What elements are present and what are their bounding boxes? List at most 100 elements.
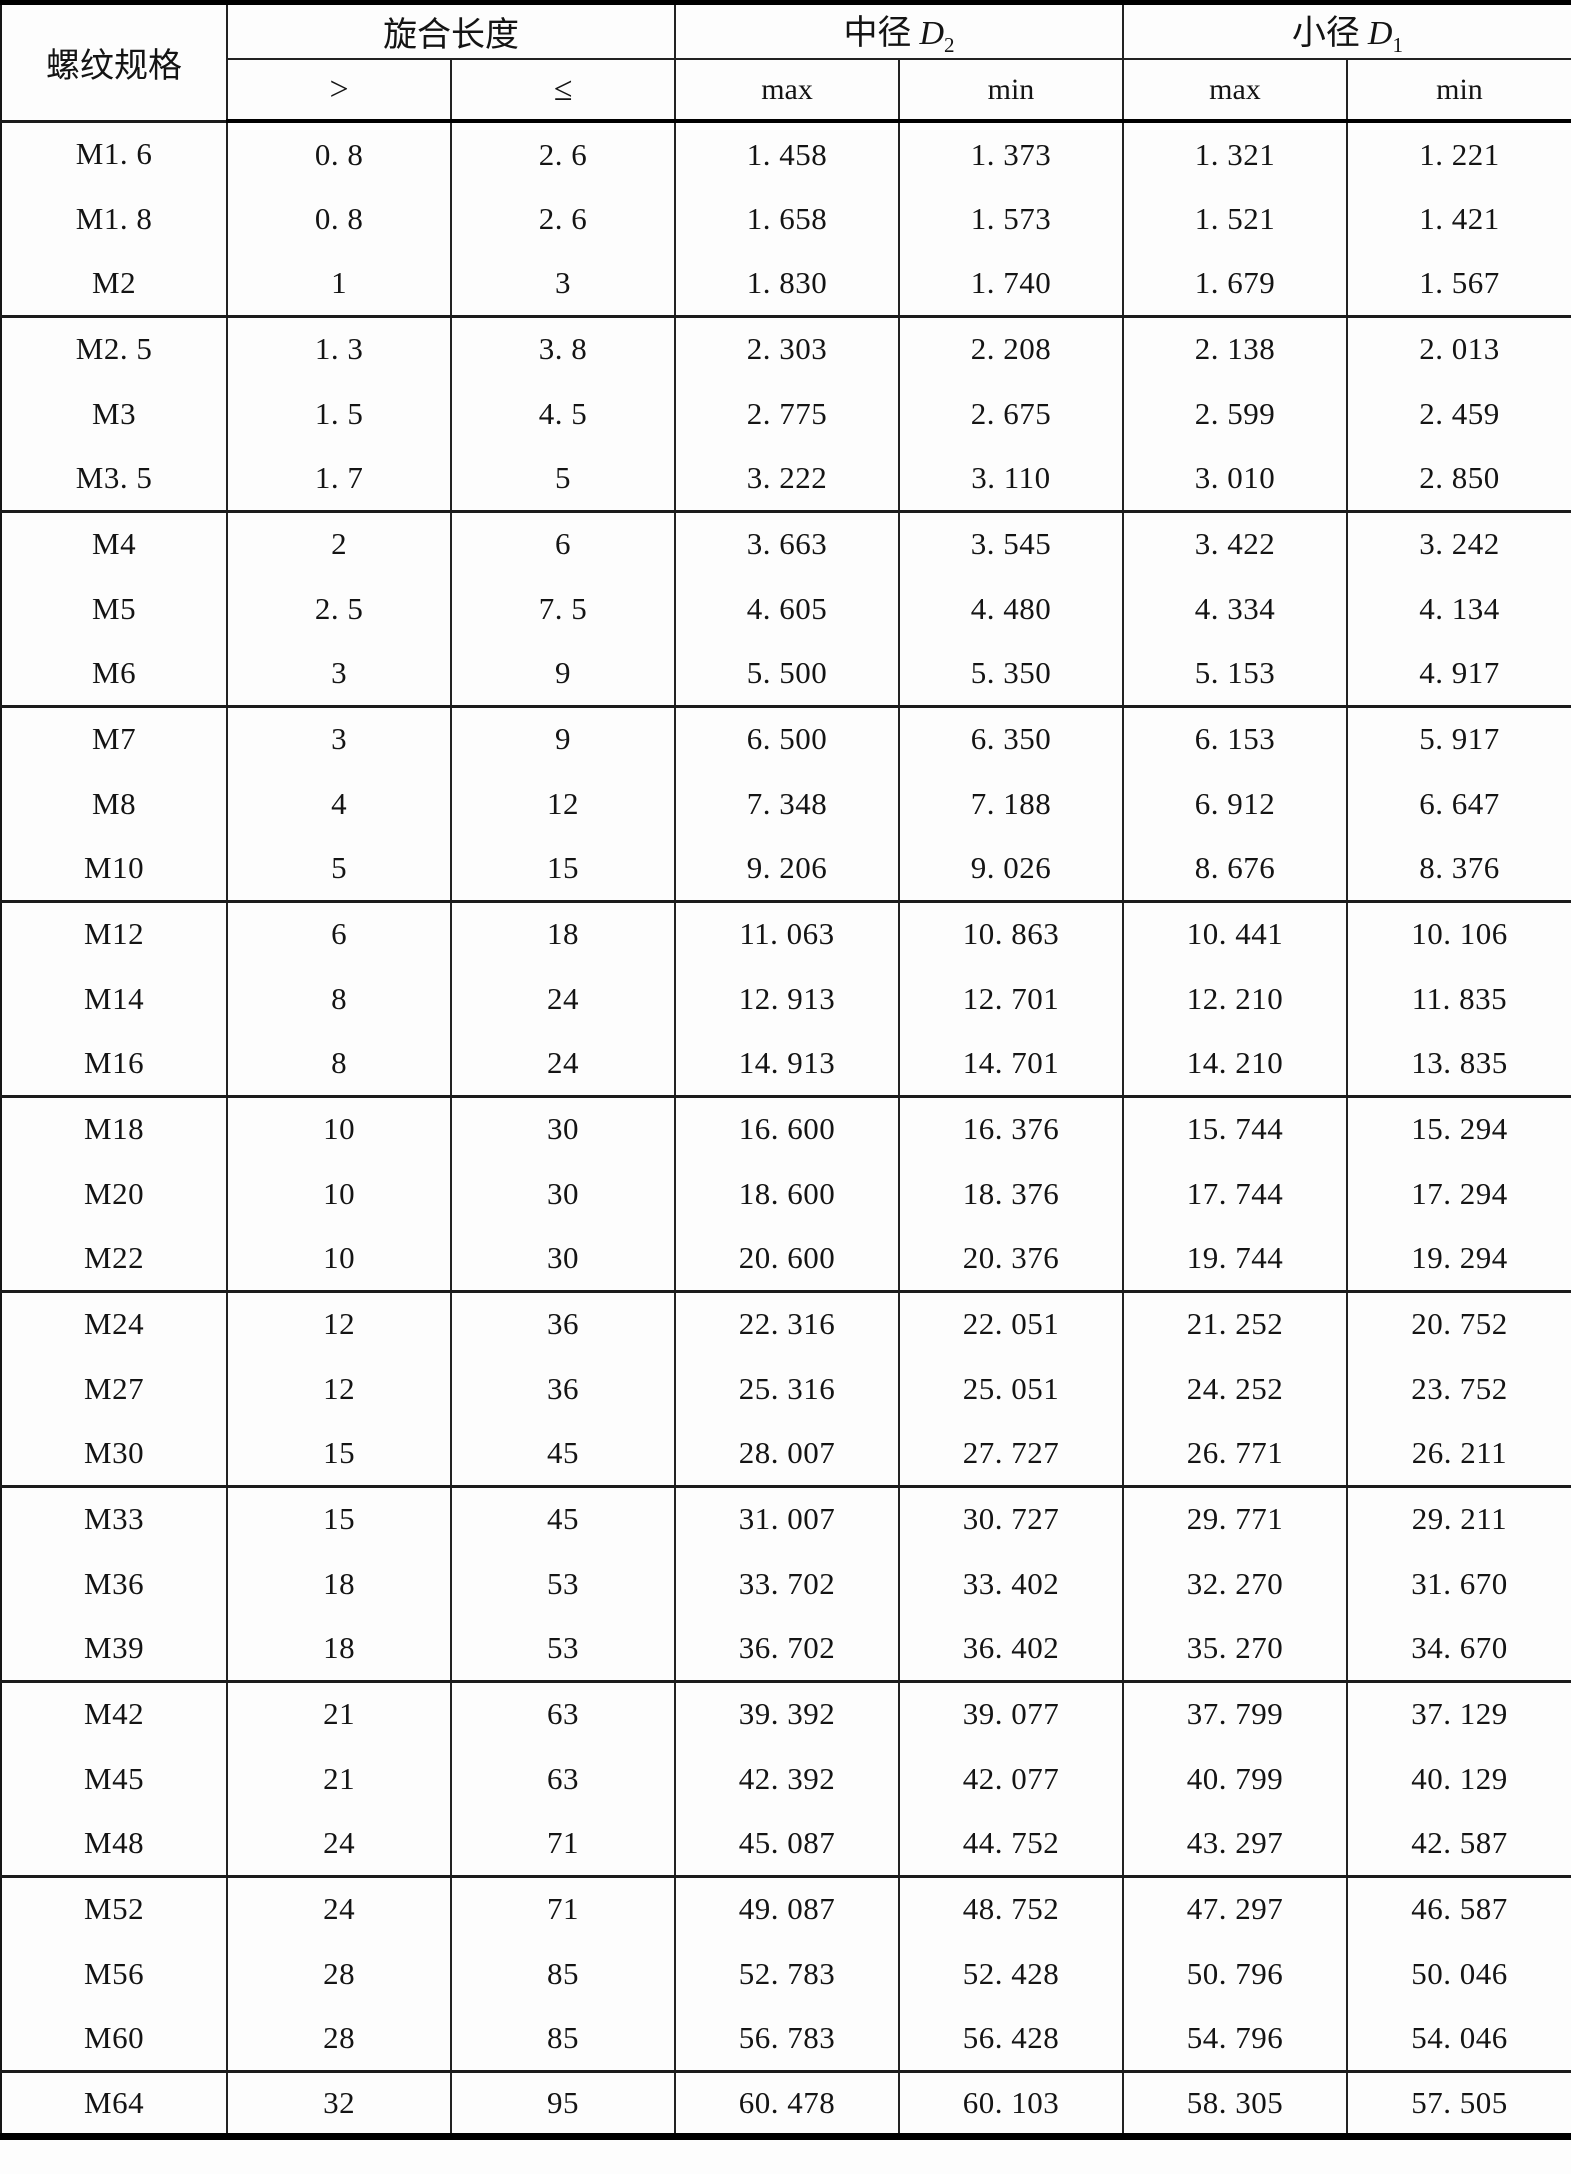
cell-d1_min: 57. 505 bbox=[1345, 2071, 1571, 2136]
cell-engagement_gt: 4 bbox=[226, 771, 452, 836]
minor-diameter-label: 小径 bbox=[1291, 15, 1360, 53]
cell-engagement_le: 36 bbox=[450, 1356, 676, 1421]
cell-d1_max: 5. 153 bbox=[1121, 641, 1347, 706]
table-row: M64 32 95 60. 478 60. 103 58. 305 57. 505 bbox=[1, 2071, 1571, 2136]
cell-engagement_le: 12 bbox=[450, 771, 676, 836]
cell-engagement_le: 63 bbox=[450, 1746, 676, 1811]
subheader-less-equal: ≤ bbox=[450, 59, 676, 123]
cell-spec: M1. 6 bbox=[75, 136, 153, 172]
cell-engagement_le: 30 bbox=[450, 1096, 676, 1161]
cell-d1_min: 46. 587 bbox=[1345, 1876, 1571, 1941]
cell-engagement_gt: 21 bbox=[226, 1746, 452, 1811]
cell-d2_max: 14. 913 bbox=[674, 1031, 899, 1096]
cell-engagement_gt: 21 bbox=[226, 1681, 452, 1746]
cell-spec: M22 bbox=[84, 1239, 145, 1275]
cell-d2_max: 1. 458 bbox=[674, 121, 899, 186]
table-row: M18 10 30 16. 600 16. 376 15. 744 15. 294 bbox=[1, 1096, 1571, 1161]
cell-engagement_le: 7. 5 bbox=[450, 576, 676, 641]
cell-d1_max: 40. 799 bbox=[1121, 1746, 1347, 1811]
cell-d2_min: 44. 752 bbox=[898, 1811, 1123, 1876]
cell-d2_min: 56. 428 bbox=[898, 2006, 1123, 2071]
cell-d2_min: 6. 350 bbox=[898, 706, 1123, 771]
cell-spec: M4 bbox=[92, 526, 137, 562]
cell-engagement_le: 36 bbox=[450, 1291, 676, 1356]
cell-d1_min: 2. 850 bbox=[1345, 446, 1571, 511]
cell-engagement_le: 6 bbox=[450, 511, 676, 576]
cell-spec: M2 bbox=[92, 264, 137, 300]
table-row: M33 15 45 31. 007 30. 727 29. 771 29. 211 bbox=[1, 1486, 1571, 1551]
table-header: 螺纹规格 旋合长度 中径 D2 小径 D1 > ≤ max min max min bbox=[1, 2, 1571, 123]
cell-d2_max: 6. 500 bbox=[674, 706, 899, 771]
cell-d2_max: 7. 348 bbox=[674, 771, 899, 836]
cell-engagement_gt: 1. 3 bbox=[226, 316, 452, 381]
cell-d1_max: 3. 010 bbox=[1121, 446, 1347, 511]
cell-engagement_gt: 5 bbox=[226, 836, 452, 901]
cell-engagement_gt: 1. 7 bbox=[226, 446, 452, 511]
row-group: M4 2 6 3. 663 3. 545 3. 422 3. 242 M5 2. 5 7. 5 4.… bbox=[1, 511, 1571, 706]
cell-engagement_le: 18 bbox=[450, 901, 676, 966]
table-row: M27 12 36 25. 316 25. 051 24. 252 23. 752 bbox=[1, 1356, 1571, 1421]
cell-d1_max: 24. 252 bbox=[1121, 1356, 1347, 1421]
cell-d1_min: 1. 421 bbox=[1345, 186, 1571, 251]
cell-d1_min: 2. 013 bbox=[1345, 316, 1571, 381]
table-row: M8 4 12 7. 348 7. 188 6. 912 6. 647 bbox=[1, 771, 1571, 836]
cell-engagement_gt: 18 bbox=[226, 1616, 452, 1681]
cell-d2_max: 3. 663 bbox=[674, 511, 899, 576]
cell-d2_min: 4. 480 bbox=[898, 576, 1123, 641]
header-thread-spec: 螺纹规格 bbox=[46, 47, 183, 85]
cell-spec: M39 bbox=[84, 1629, 145, 1665]
cell-d1_max: 6. 912 bbox=[1121, 771, 1347, 836]
cell-d1_max: 50. 796 bbox=[1121, 1941, 1347, 2006]
cell-d1_min: 34. 670 bbox=[1345, 1616, 1571, 1681]
row-group: M24 12 36 22. 316 22. 051 21. 252 20. 752 M27 12… bbox=[1, 1291, 1571, 1486]
cell-d2_max: 2. 775 bbox=[674, 381, 899, 446]
cell-d2_min: 27. 727 bbox=[898, 1421, 1123, 1486]
cell-d1_min: 10. 106 bbox=[1345, 901, 1571, 966]
cell-d1_min: 40. 129 bbox=[1345, 1746, 1571, 1811]
table-row: M1. 8 0. 8 2. 6 1. 658 1. 573 1. 521 1. 421 bbox=[1, 186, 1571, 251]
cell-engagement_gt: 10 bbox=[226, 1226, 452, 1291]
table-row: M1. 6 0. 8 2. 6 1. 458 1. 373 1. 321 1. 221 bbox=[1, 121, 1571, 186]
table-row: M16 8 24 14. 913 14. 701 14. 210 13. 835 bbox=[1, 1031, 1571, 1096]
table-row: M24 12 36 22. 316 22. 051 21. 252 20. 752 bbox=[1, 1291, 1571, 1356]
cell-spec: M36 bbox=[84, 1565, 145, 1601]
cell-engagement_gt: 8 bbox=[226, 1031, 452, 1096]
cell-engagement_gt: 10 bbox=[226, 1096, 452, 1161]
cell-d1_min: 23. 752 bbox=[1345, 1356, 1571, 1421]
row-group: M42 21 63 39. 392 39. 077 37. 799 37. 129 M45 21… bbox=[1, 1681, 1571, 1876]
header-minor-diameter: 小径 D1 bbox=[1121, 2, 1571, 60]
cell-d2_min: 7. 188 bbox=[898, 771, 1123, 836]
cell-engagement_le: 24 bbox=[450, 966, 676, 1031]
cell-engagement_gt: 18 bbox=[226, 1551, 452, 1616]
cell-d1_min: 2. 459 bbox=[1345, 381, 1571, 446]
cell-d1_max: 47. 297 bbox=[1121, 1876, 1347, 1941]
cell-d2_max: 5. 500 bbox=[674, 641, 899, 706]
cell-d2_max: 36. 702 bbox=[674, 1616, 899, 1681]
cell-spec: M42 bbox=[84, 1696, 145, 1732]
cell-d2_max: 2. 303 bbox=[674, 316, 899, 381]
cell-d1_max: 35. 270 bbox=[1121, 1616, 1347, 1681]
cell-d2_min: 25. 051 bbox=[898, 1356, 1123, 1421]
cell-d1_min: 20. 752 bbox=[1345, 1291, 1571, 1356]
table-row: M60 28 85 56. 783 56. 428 54. 796 54. 046 bbox=[1, 2006, 1571, 2071]
cell-d2_min: 10. 863 bbox=[898, 901, 1123, 966]
cell-d2_min: 1. 373 bbox=[898, 121, 1123, 186]
subheader-d2-max: max bbox=[674, 59, 899, 123]
row-group: M12 6 18 11. 063 10. 863 10. 441 10. 106 M14 8 24… bbox=[1, 901, 1571, 1096]
cell-engagement_gt: 2 bbox=[226, 511, 452, 576]
cell-d2_min: 33. 402 bbox=[898, 1551, 1123, 1616]
cell-d1_max: 21. 252 bbox=[1121, 1291, 1347, 1356]
cell-d2_max: 1. 830 bbox=[674, 251, 899, 316]
row-group: M7 3 9 6. 500 6. 350 6. 153 5. 917 M8 4 12 7. 348 7… bbox=[1, 706, 1571, 901]
cell-d2_max: 49. 087 bbox=[674, 1876, 899, 1941]
cell-d2_max: 52. 783 bbox=[674, 1941, 899, 2006]
cell-engagement_le: 9 bbox=[450, 706, 676, 771]
cell-d2_max: 42. 392 bbox=[674, 1746, 899, 1811]
cell-engagement_le: 53 bbox=[450, 1616, 676, 1681]
subheader-greater-than: > bbox=[226, 59, 452, 123]
cell-engagement_le: 71 bbox=[450, 1876, 676, 1941]
cell-spec: M30 bbox=[84, 1434, 145, 1470]
cell-d2_max: 16. 600 bbox=[674, 1096, 899, 1161]
